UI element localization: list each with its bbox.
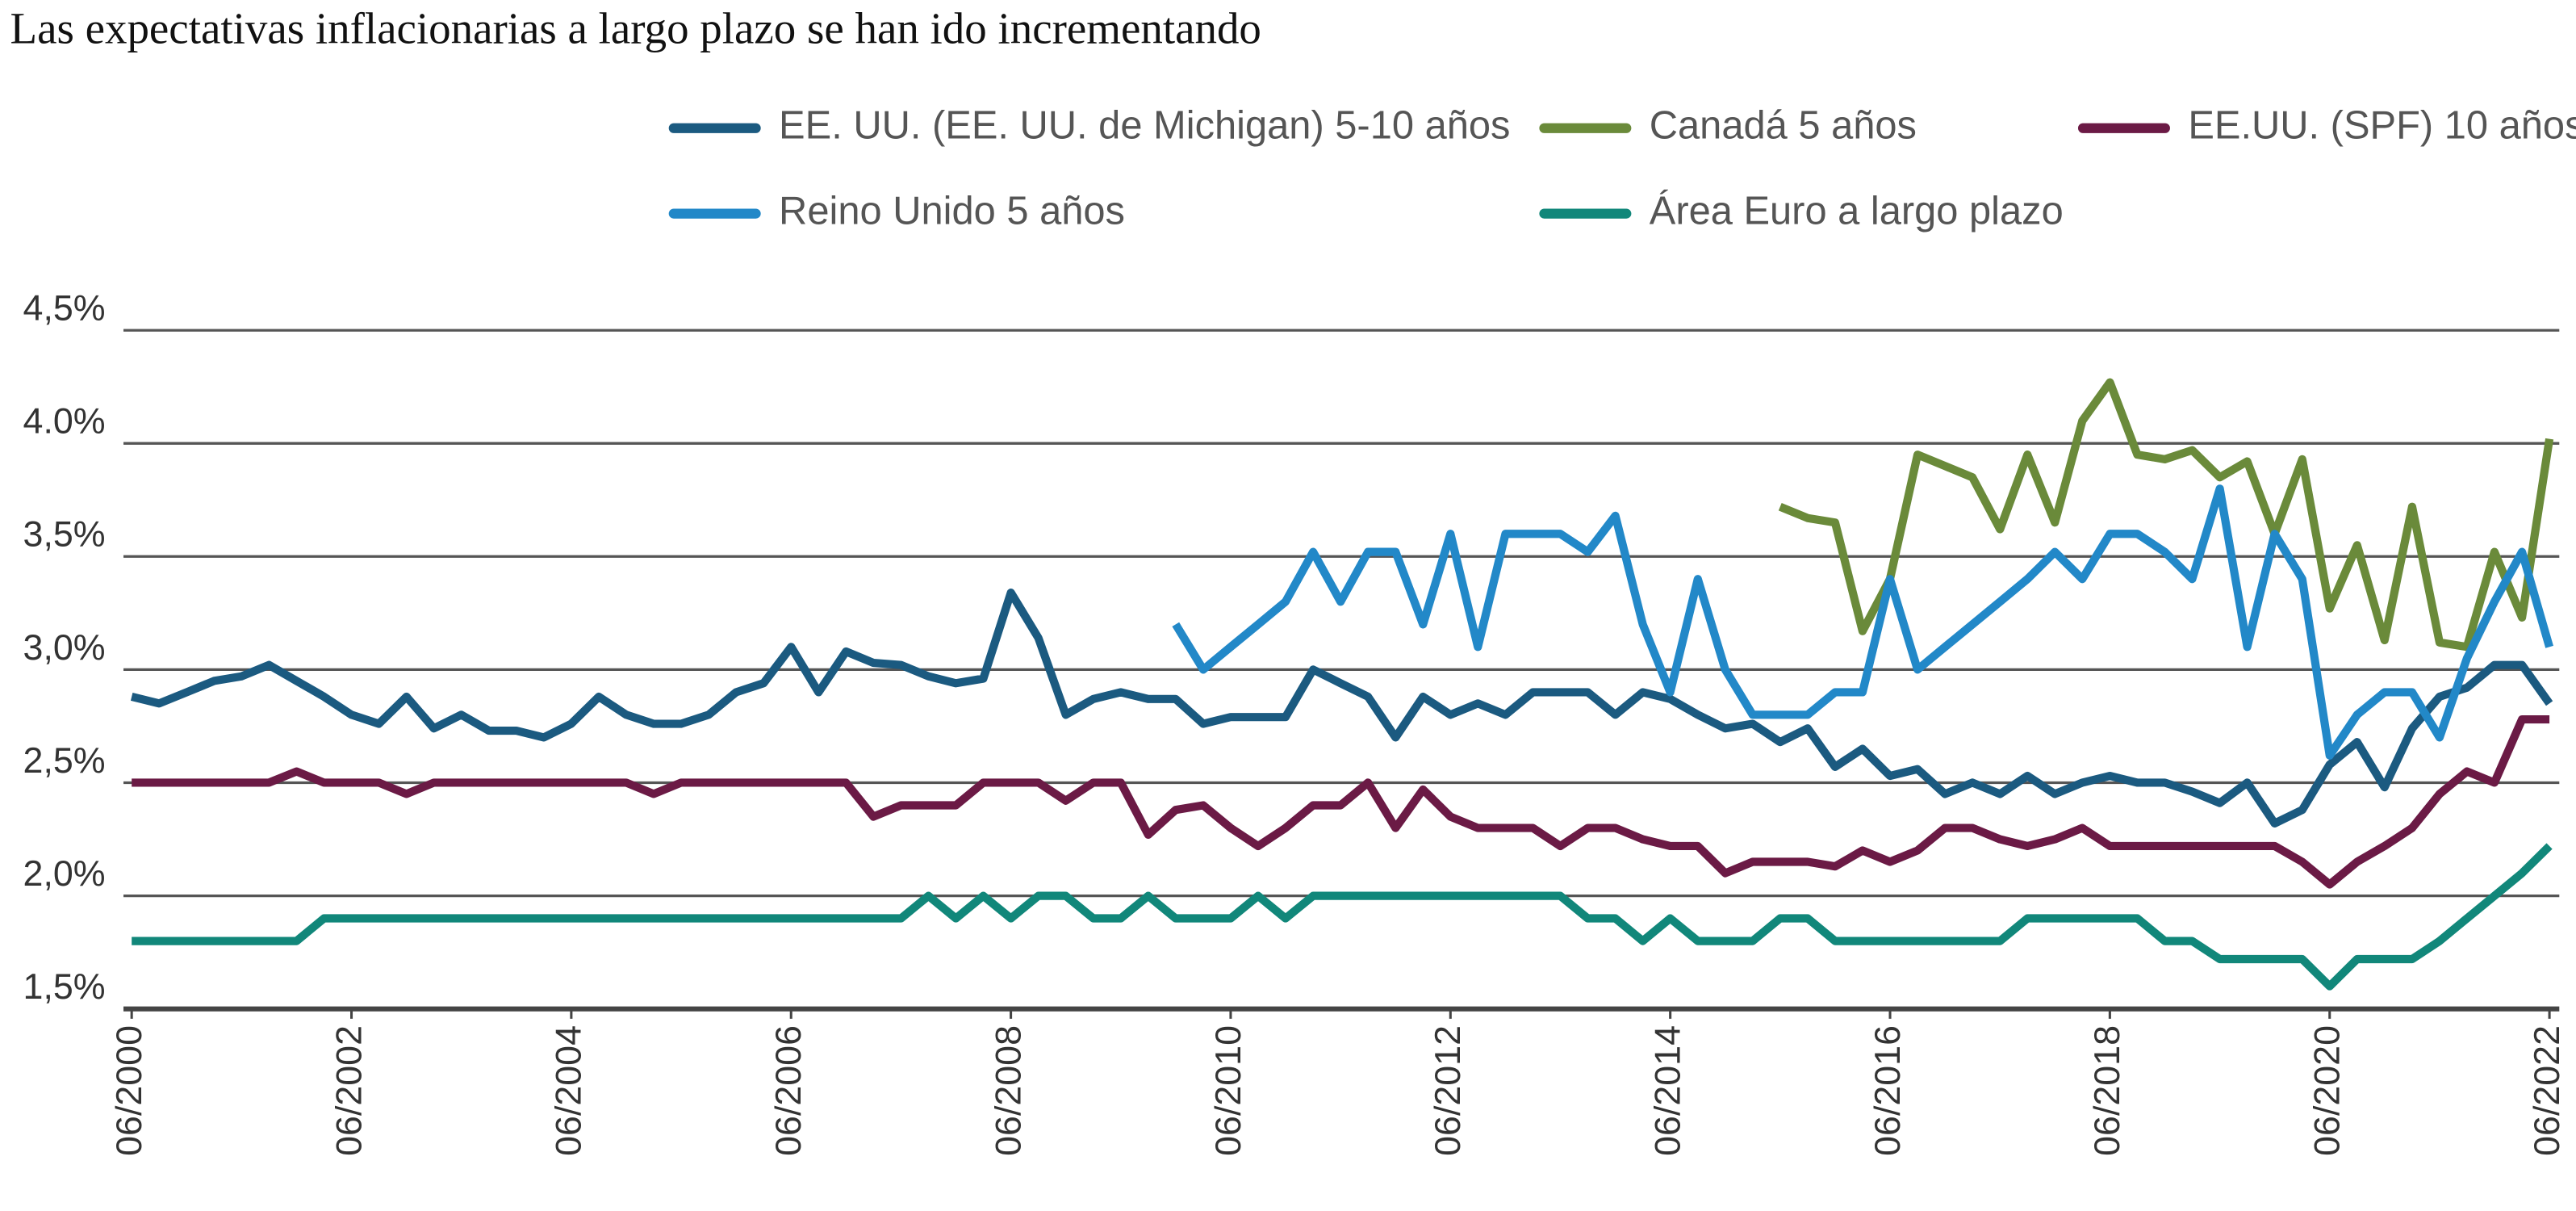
series-line [132, 714, 2550, 889]
x-tick-label: 06/2004 [549, 1025, 589, 1156]
x-tick-label: 06/2012 [1428, 1025, 1468, 1156]
legend-label: EE.UU. (SPF) 10 años [2188, 104, 2576, 148]
x-tick-label: 06/2016 [1867, 1025, 1908, 1156]
y-tick-label: 1,5% [23, 966, 106, 1007]
x-tick-label: 06/2014 [1647, 1025, 1687, 1156]
series-line [132, 843, 2553, 991]
legend-label: Canadá 5 años [1650, 104, 1917, 148]
x-tick-label: 06/2008 [988, 1025, 1028, 1156]
legend-label: Área Euro a largo plazo [1650, 189, 2064, 233]
series-line [1778, 378, 2554, 652]
x-tick-label: 06/2020 [2307, 1025, 2348, 1156]
x-tick-label: 06/2010 [1208, 1025, 1248, 1156]
y-tick-label: 2,5% [23, 740, 106, 781]
y-tick-label: 4,5% [23, 287, 106, 328]
y-tick-label: 3,5% [23, 514, 106, 555]
x-tick-label: 06/2006 [768, 1025, 809, 1156]
x-tick-label: 06/2002 [328, 1025, 369, 1156]
chart-title: Las expectativas inflacionarias a largo … [10, 3, 1261, 52]
y-tick-label: 4.0% [23, 401, 106, 442]
series-line [130, 589, 2553, 828]
legend-label: Reino Unido 5 años [779, 189, 1125, 233]
y-tick-label: 3,0% [23, 627, 106, 668]
series-line [1172, 484, 2553, 760]
x-tick-label: 06/2022 [2527, 1025, 2567, 1156]
x-tick-label: 06/2018 [2087, 1025, 2127, 1156]
legend-label: EE. UU. (EE. UU. de Michigan) 5-10 años [779, 104, 1510, 148]
y-tick-label: 2,0% [23, 853, 106, 894]
x-tick-label: 06/2000 [109, 1025, 149, 1156]
